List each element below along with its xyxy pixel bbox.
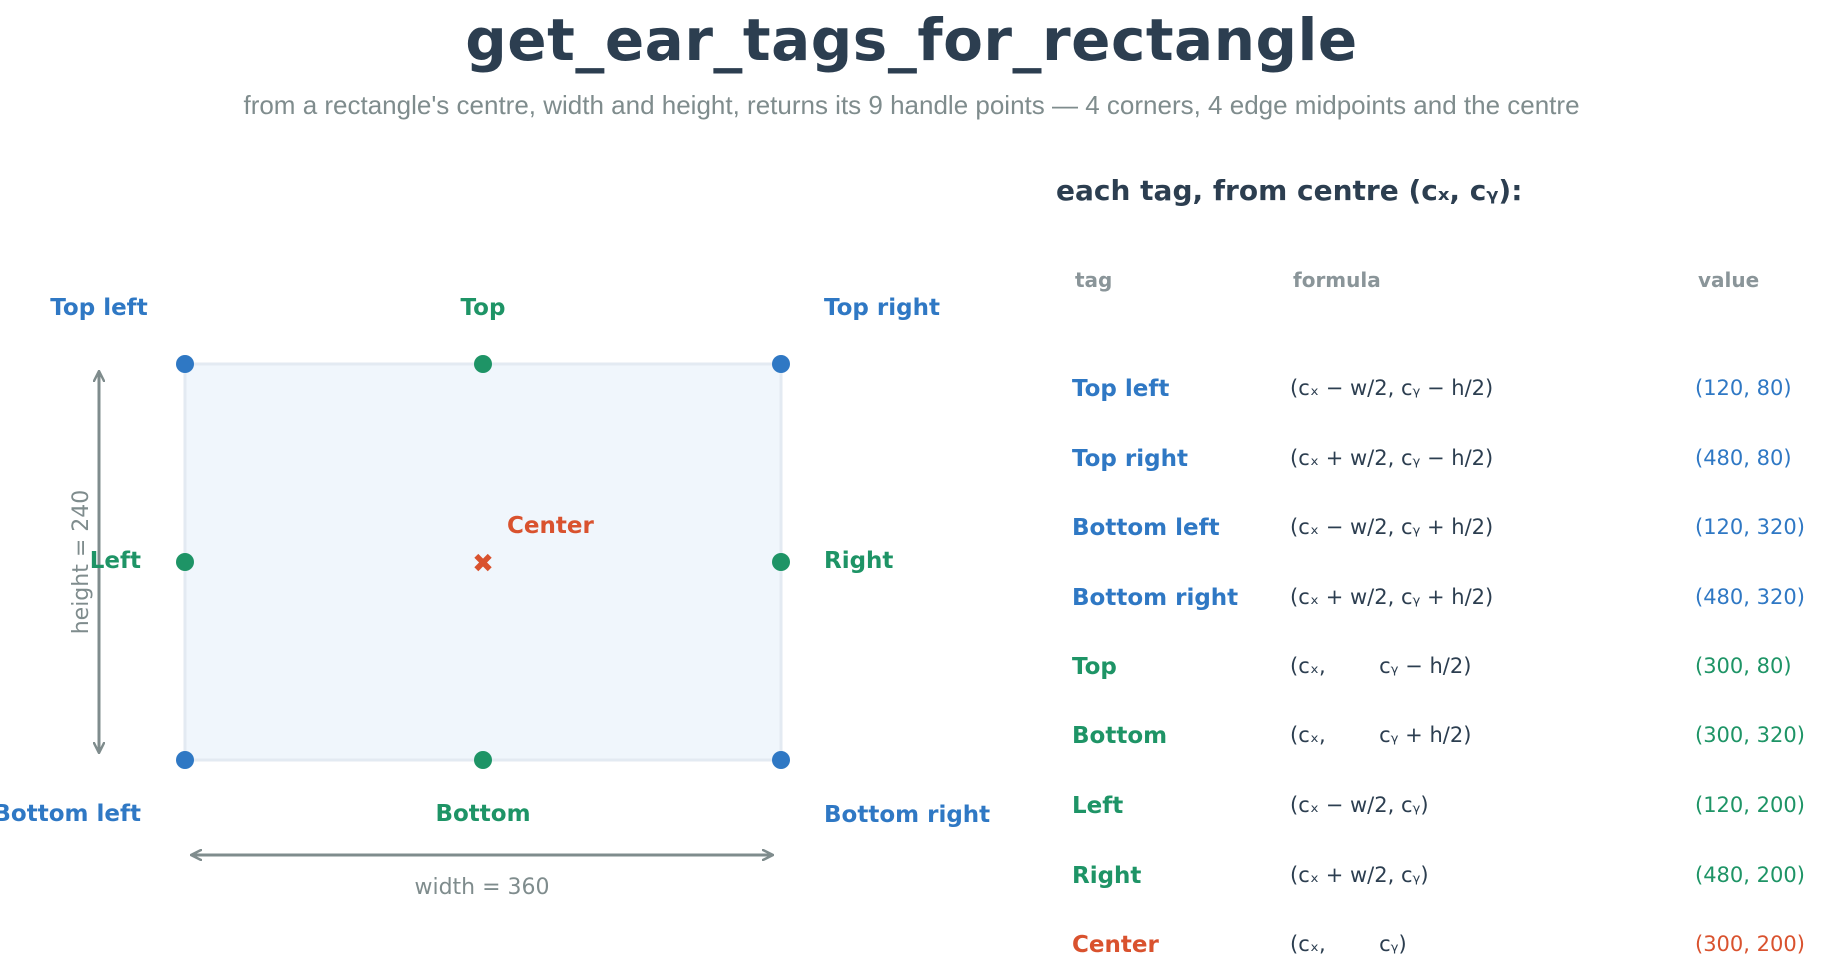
page-title: get_ear_tags_for_rectangle <box>465 6 1358 74</box>
right-label: Right <box>824 548 893 574</box>
bottom-right-label: Bottom right <box>824 802 990 828</box>
table-row: Bottom (cₓ, cᵧ + h/2) (300, 320) <box>0 723 1823 763</box>
top-label: Top <box>461 295 506 321</box>
table-row: Top left (cₓ − w/2, cᵧ − h/2) (120, 80) <box>0 376 1823 416</box>
column-header-tag: tag <box>1075 268 1113 292</box>
bottom-right-handle[interactable] <box>772 751 790 769</box>
table-row: Bottom right (cₓ + w/2, cᵧ + h/2) (480, … <box>0 585 1823 625</box>
row-tag: Top right <box>1072 446 1188 472</box>
row-formula: (cₓ, cᵧ + h/2) <box>1290 723 1472 747</box>
row-tag: Top <box>1072 654 1117 680</box>
top-right-handle[interactable] <box>772 355 790 373</box>
row-tag: Right <box>1072 863 1142 889</box>
height-dimension-label: height = 240 <box>69 490 94 635</box>
column-header-value: value <box>1698 268 1760 292</box>
row-value: (300, 200) <box>1695 932 1805 956</box>
top-left-label: Top left <box>50 295 147 321</box>
left-handle[interactable] <box>176 553 194 571</box>
row-value: (120, 200) <box>1695 793 1805 817</box>
width-dimension-label: width = 360 <box>414 875 549 900</box>
row-tag: Bottom left <box>1072 515 1220 541</box>
row-value: (120, 80) <box>1695 376 1792 400</box>
row-tag: Center <box>1072 932 1159 958</box>
rectangle-diagram: height = 240 width = 360 ✖ Top left Top … <box>0 295 990 900</box>
row-value: (480, 200) <box>1695 863 1805 887</box>
row-tag: Bottom right <box>1072 585 1239 611</box>
table-row: Right (cₓ + w/2, cᵧ) (480, 200) <box>0 863 1823 903</box>
center-cross-icon[interactable]: ✖ <box>472 549 494 579</box>
row-formula: (cₓ + w/2, cᵧ + h/2) <box>1290 585 1494 609</box>
bottom-handle[interactable] <box>474 751 492 769</box>
top-left-handle[interactable] <box>176 355 194 373</box>
table-heading: each tag, from centre (cₓ, cᵧ): <box>1056 174 1523 207</box>
table-row: Top right (cₓ + w/2, cᵧ − h/2) (480, 80) <box>0 446 1823 486</box>
center-label: Center <box>507 513 594 539</box>
row-formula: (cₓ − w/2, cᵧ − h/2) <box>1290 376 1494 400</box>
right-handle[interactable] <box>772 553 790 571</box>
row-formula: (cₓ, cᵧ) <box>1290 932 1407 956</box>
bottom-left-label: Bottom left <box>0 801 141 827</box>
top-handle[interactable] <box>474 355 492 373</box>
row-value: (480, 320) <box>1695 585 1805 609</box>
table-row: Center (cₓ, cᵧ) (300, 200) <box>0 932 1823 962</box>
table-row: Bottom left (cₓ − w/2, cᵧ + h/2) (120, 3… <box>0 515 1823 555</box>
top-right-label: Top right <box>824 295 940 321</box>
row-value: (480, 80) <box>1695 446 1792 470</box>
row-value: (120, 320) <box>1695 515 1805 539</box>
row-value: (300, 320) <box>1695 723 1805 747</box>
page-subtitle: from a rectangle's centre, width and hei… <box>243 90 1580 120</box>
left-label: Left <box>90 548 141 574</box>
row-formula: (cₓ − w/2, cᵧ + h/2) <box>1290 515 1494 539</box>
row-formula: (cₓ, cᵧ − h/2) <box>1290 654 1472 678</box>
row-tag: Bottom <box>1072 723 1168 749</box>
bottom-left-handle[interactable] <box>176 751 194 769</box>
row-tag: Top left <box>1072 376 1170 402</box>
row-value: (300, 80) <box>1695 654 1792 678</box>
row-formula: (cₓ + w/2, cᵧ) <box>1290 863 1429 887</box>
table-row: Left (cₓ − w/2, cᵧ) (120, 200) <box>0 793 1823 833</box>
column-header-formula: formula <box>1293 268 1381 292</box>
bottom-label: Bottom <box>435 801 530 827</box>
row-formula: (cₓ − w/2, cᵧ) <box>1290 793 1429 817</box>
table-row: Top (cₓ, cᵧ − h/2) (300, 80) <box>0 654 1823 694</box>
row-tag: Left <box>1072 793 1124 819</box>
row-formula: (cₓ + w/2, cᵧ − h/2) <box>1290 446 1494 470</box>
